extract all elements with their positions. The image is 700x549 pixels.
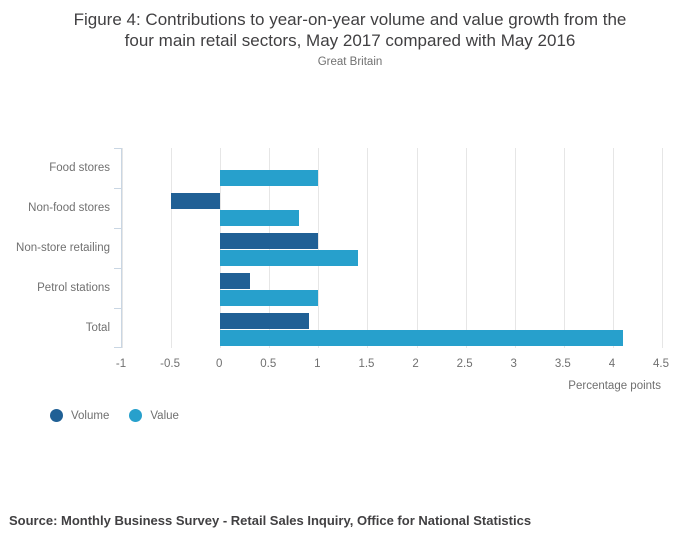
y-axis-tick — [114, 347, 122, 348]
legend: Volume Value — [50, 409, 179, 422]
x-tick-label: 3.5 — [554, 358, 571, 370]
x-tick-label: 3 — [510, 358, 517, 370]
plot-area — [114, 148, 663, 348]
gridline — [514, 148, 516, 348]
gridline — [122, 148, 123, 348]
legend-swatch-value-icon — [129, 409, 143, 422]
x-tick-label: 4.5 — [653, 358, 669, 370]
gridline — [171, 148, 173, 348]
x-axis-title: Percentage points — [568, 380, 661, 392]
bar-value-petrol-stations — [220, 289, 319, 306]
x-tick-label: 1 — [314, 358, 321, 370]
y-axis-tick — [114, 148, 122, 149]
legend-label: Value — [150, 409, 179, 422]
bar-volume-non-food-stores — [171, 192, 221, 209]
bar-value-food-stores — [220, 169, 319, 186]
gridline — [563, 148, 565, 348]
bar-volume-petrol-stations — [220, 272, 250, 289]
bar-value-non-food-stores — [220, 209, 299, 226]
chart-title-line1: Figure 4: Contributions to year-on-year … — [73, 10, 627, 29]
chart-title: Figure 4: Contributions to year-on-year … — [0, 9, 700, 51]
y-axis-tick — [114, 268, 122, 269]
x-axis-tick-labels: -1 -0.5 0 0.5 1 1.5 2 2.5 3 3.5 4 4.5 — [116, 358, 669, 372]
gridline — [465, 148, 467, 348]
category-label-non-store-retailing: Non-store retailing — [16, 242, 110, 254]
chart-title-line2: four main retail sectors, May 2017 compa… — [124, 31, 576, 50]
y-axis-tick — [114, 308, 122, 309]
bar-value-non-store-retailing — [220, 249, 358, 266]
gridline — [416, 148, 418, 348]
x-tick-label: 4 — [608, 358, 616, 370]
category-label-non-food-stores: Non-food stores — [28, 202, 110, 214]
y-axis-tick — [114, 188, 122, 189]
category-label-total: Total — [85, 322, 110, 334]
gridline — [662, 148, 663, 348]
y-axis-category-labels: Food stores Non-food stores Non-store reta… — [0, 148, 110, 348]
category-label-food-stores: Food stores — [49, 162, 110, 174]
bar-value-total — [220, 329, 623, 346]
x-tick-label: 2 — [412, 358, 419, 370]
x-tick-label: 0.5 — [260, 358, 277, 370]
legend-swatch-volume-icon — [50, 409, 63, 422]
gridline — [367, 148, 369, 348]
x-tick-label: -0.5 — [160, 358, 180, 370]
legend-item-volume: Volume — [50, 409, 109, 422]
legend-item-value: Value — [129, 409, 179, 422]
bar-volume-non-store-retailing — [220, 232, 319, 249]
x-tick-label: 2.5 — [456, 358, 473, 370]
legend-label: Volume — [71, 409, 110, 422]
x-tick-label: -1 — [115, 358, 127, 370]
gridline — [318, 148, 320, 348]
y-axis-tick — [114, 228, 122, 229]
x-tick-label: 1.5 — [358, 358, 375, 370]
bar-volume-total — [220, 312, 309, 329]
gridline — [612, 148, 614, 348]
source-note: Source: Monthly Business Survey - Retail… — [9, 513, 532, 528]
chart-subtitle: Great Britain — [317, 56, 383, 68]
x-tick-label: 0 — [215, 358, 223, 370]
category-label-petrol-stations: Petrol stations — [37, 282, 110, 294]
